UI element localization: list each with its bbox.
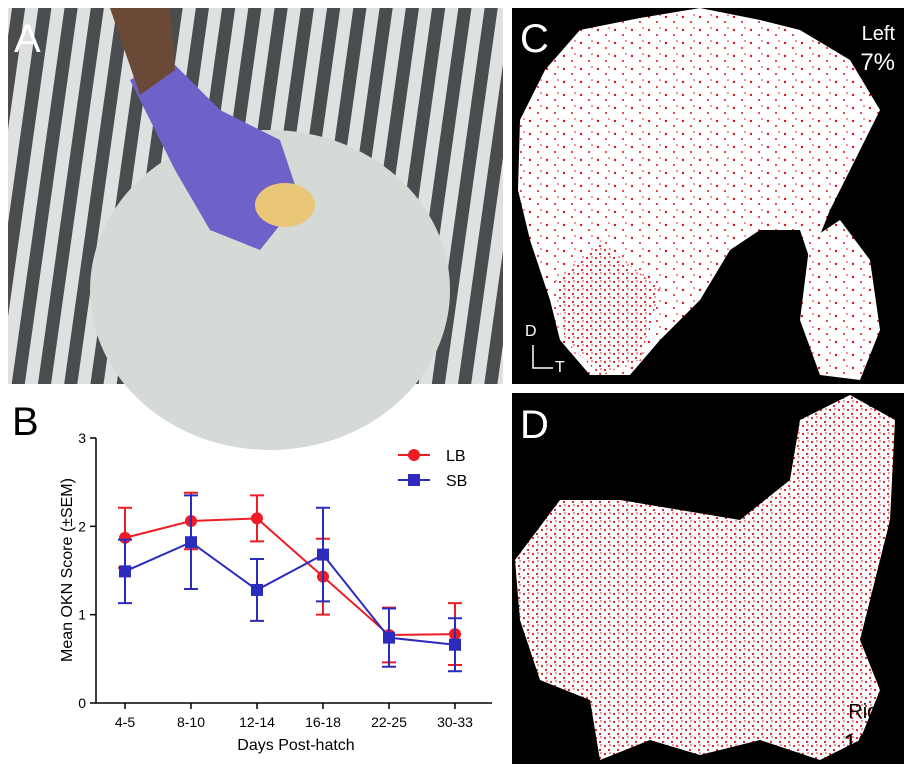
y-tick-label: 3: [78, 430, 86, 446]
x-tick-label: 22-25: [371, 714, 407, 730]
retina-right-panel: [512, 393, 904, 764]
x-tick-label: 30-33: [437, 714, 473, 730]
side-label: Left: [862, 23, 896, 45]
side-label: Right: [848, 701, 895, 723]
marker: [185, 536, 197, 548]
percent-label: 16%: [843, 728, 895, 758]
marker: [317, 549, 329, 561]
y-tick-label: 0: [78, 695, 86, 711]
x-tick-label: 16-18: [305, 714, 341, 730]
retina-left-panel: [512, 8, 904, 384]
y-axis-label: Mean OKN Score (±SEM): [59, 478, 76, 662]
marker: [251, 512, 263, 524]
percent-label: 7%: [860, 49, 895, 76]
axis-letter: T: [555, 359, 565, 376]
figure: A C Left 7% D T D Right 16% B Days Post-…: [0, 0, 904, 764]
x-axis-label: Days Post-hatch: [237, 737, 354, 754]
marker: [408, 449, 420, 461]
marker: [383, 632, 395, 644]
x-tick-label: 8-10: [177, 714, 205, 730]
panel-label: A: [14, 17, 41, 61]
panel-label: C: [520, 17, 549, 61]
legend-label: LB: [446, 448, 466, 465]
chart: 0 1 2 3 4-5 8-10 12-14 16-18 22-25 30-33 LB SB: [78, 430, 492, 730]
axis-letter: D: [525, 323, 537, 340]
photo-panel: [8, 8, 503, 450]
y-tick-label: 1: [78, 607, 86, 623]
series-line: [125, 542, 455, 644]
x-tick-label: 12-14: [239, 714, 275, 730]
marker: [449, 639, 461, 651]
y-tick-label: 2: [78, 518, 86, 534]
x-tick-label: 4-5: [115, 714, 135, 730]
marker: [408, 474, 420, 486]
panel-label: B: [12, 400, 39, 444]
marker: [251, 584, 263, 596]
marker: [119, 565, 131, 577]
series-line: [125, 518, 455, 635]
panel-label: D: [520, 403, 549, 447]
legend-label: SB: [446, 473, 467, 490]
